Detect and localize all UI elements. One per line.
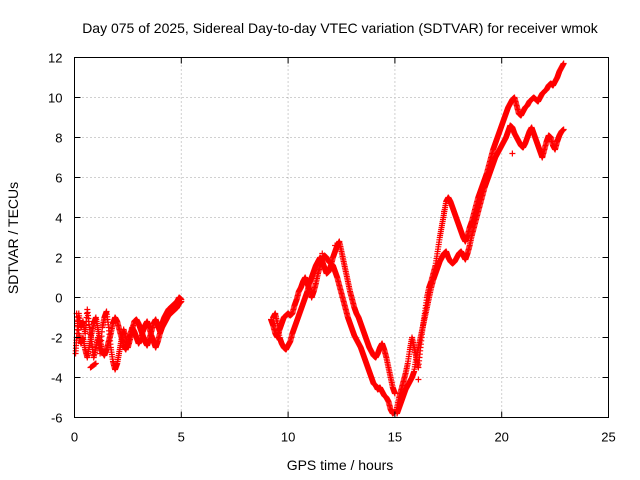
- x-axis-label: GPS time / hours: [287, 457, 394, 473]
- y-tick-label: 10: [48, 91, 62, 106]
- plus-marker: [391, 390, 398, 397]
- plus-marker: [509, 150, 516, 157]
- plus-marker: [415, 376, 422, 383]
- plus-marker: [92, 360, 99, 367]
- y-tick-label: 4: [55, 211, 62, 226]
- plus-marker: [441, 208, 448, 215]
- chart-title: Day 075 of 2025, Sidereal Day-to-day VTE…: [82, 20, 599, 36]
- plot-frame: [74, 57, 609, 418]
- x-tick-label: 5: [178, 430, 185, 445]
- plus-marker: [319, 250, 326, 257]
- plus-marker: [178, 298, 185, 305]
- plus-marker: [560, 60, 567, 67]
- y-tick-label: -4: [51, 371, 63, 386]
- plus-marker: [560, 126, 567, 133]
- y-tick-label: -2: [51, 331, 63, 346]
- y-axis-label: SDTVAR / TECUs: [5, 182, 21, 294]
- x-tick-label: 25: [601, 430, 615, 445]
- x-tick-label: 0: [71, 430, 78, 445]
- grid-lines: [74, 57, 609, 418]
- data-marks: [72, 60, 567, 417]
- plus-marker: [332, 242, 339, 249]
- plus-marker: [91, 361, 98, 368]
- y-tick-label: 8: [55, 131, 62, 146]
- y-tick-label: 2: [55, 251, 62, 266]
- x-tick-label: 10: [281, 430, 295, 445]
- x-tick-label: 20: [494, 430, 508, 445]
- axis-ticks: 0 5 10 15 20 25 -6 -4 -2 0 2 4 6 8 10 12: [48, 51, 616, 445]
- y-tick-label: 12: [48, 51, 62, 66]
- y-tick-label: 0: [55, 291, 62, 306]
- y-tick-label: -6: [51, 411, 63, 426]
- x-tick-label: 15: [388, 430, 402, 445]
- y-tick-label: 6: [55, 171, 62, 186]
